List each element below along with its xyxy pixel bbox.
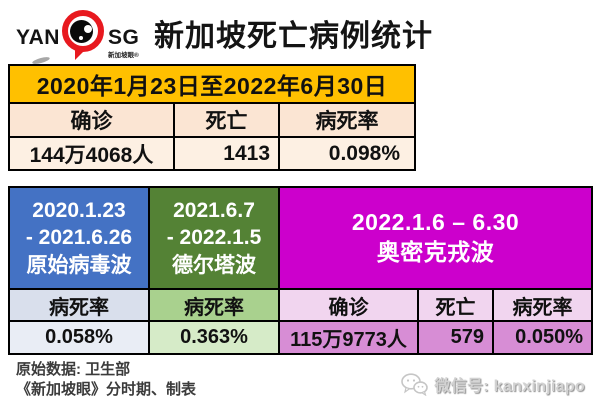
overall-table: 2020年1月23日至2022年6月30日 确诊 死亡 病死率 144万4068…: [8, 64, 416, 171]
waves-table: 2020.1.23 - 2021.6.26 原始病毒波 2021.6.7 - 2…: [8, 186, 593, 355]
eye-glint: [84, 25, 92, 33]
wave-delta-cfr-value: 0.363%: [150, 322, 278, 353]
source-line-1: 原始数据: 卫生部: [16, 361, 131, 378]
wave-original-name: 原始病毒波: [26, 253, 132, 277]
wave-delta-cfr-label: 病死率: [150, 290, 278, 320]
wechat-icon: [401, 372, 429, 396]
wave-omicron-value-deaths: 579: [419, 322, 492, 353]
wave-delta-name: 德尔塔波: [172, 253, 256, 277]
logo-text-sg: SG: [108, 26, 140, 49]
overall-value-deaths: 1413: [175, 138, 278, 169]
source-line-2: 《新加坡眼》分时期、制表: [16, 381, 197, 399]
wave-omicron-header-deaths: 死亡: [419, 290, 492, 320]
magnifier-eye-icon: [62, 10, 104, 60]
wave-omicron-value-confirmed: 115万9773人: [280, 322, 417, 353]
wave-omicron-header-confirmed: 确诊: [280, 290, 417, 320]
overall-value-confirmed: 144万4068人: [10, 138, 173, 169]
wave-original-cfr-label: 病死率: [10, 290, 148, 320]
overall-value-cfr: 0.098%: [280, 138, 414, 169]
wave-omicron-header: 2022.1.6 – 6.30 奥密克戎波: [280, 188, 591, 288]
logo-subtext: 新加坡眼®: [108, 52, 139, 59]
logo-text-yan: YAN: [16, 26, 60, 49]
wave-omicron-value-cfr: 0.050%: [494, 322, 591, 353]
wave-original-date2: - 2021.6.26: [25, 226, 133, 250]
wave-delta-header: 2021.6.7 - 2022.1.5 德尔塔波: [150, 188, 278, 288]
overall-period-banner: 2020年1月23日至2022年6月30日: [10, 66, 414, 102]
overall-header-cfr: 病死率: [280, 104, 414, 136]
bubble-tail: [75, 49, 86, 60]
data-source-note: 原始数据: 卫生部 《新加坡眼》分时期、制表: [16, 360, 196, 401]
wechat-id-label: 微信号: kanxinjiapo: [434, 378, 585, 395]
overall-header-deaths: 死亡: [175, 104, 278, 136]
brand-logo: YAN SG 新加坡眼®: [14, 6, 148, 66]
wave-delta-date2: - 2022.1.5: [166, 226, 262, 250]
wechat-contact: 微信号: kanxinjiapo: [401, 372, 585, 396]
wave-original-cfr-value: 0.058%: [10, 322, 148, 353]
wave-delta-date1: 2021.6.7: [173, 199, 255, 223]
wave-omicron-dates: 2022.1.6 – 6.30: [351, 209, 520, 236]
wave-omicron-name: 奥密克戎波: [376, 239, 495, 265]
wave-original-date1: 2020.1.23: [32, 199, 126, 223]
eye-glint-small: [79, 36, 83, 40]
page-title: 新加坡死亡病例统计: [154, 20, 433, 53]
overall-header-confirmed: 确诊: [10, 104, 173, 136]
wave-omicron-header-cfr: 病死率: [494, 290, 591, 320]
wave-original-header: 2020.1.23 - 2021.6.26 原始病毒波: [10, 188, 148, 288]
